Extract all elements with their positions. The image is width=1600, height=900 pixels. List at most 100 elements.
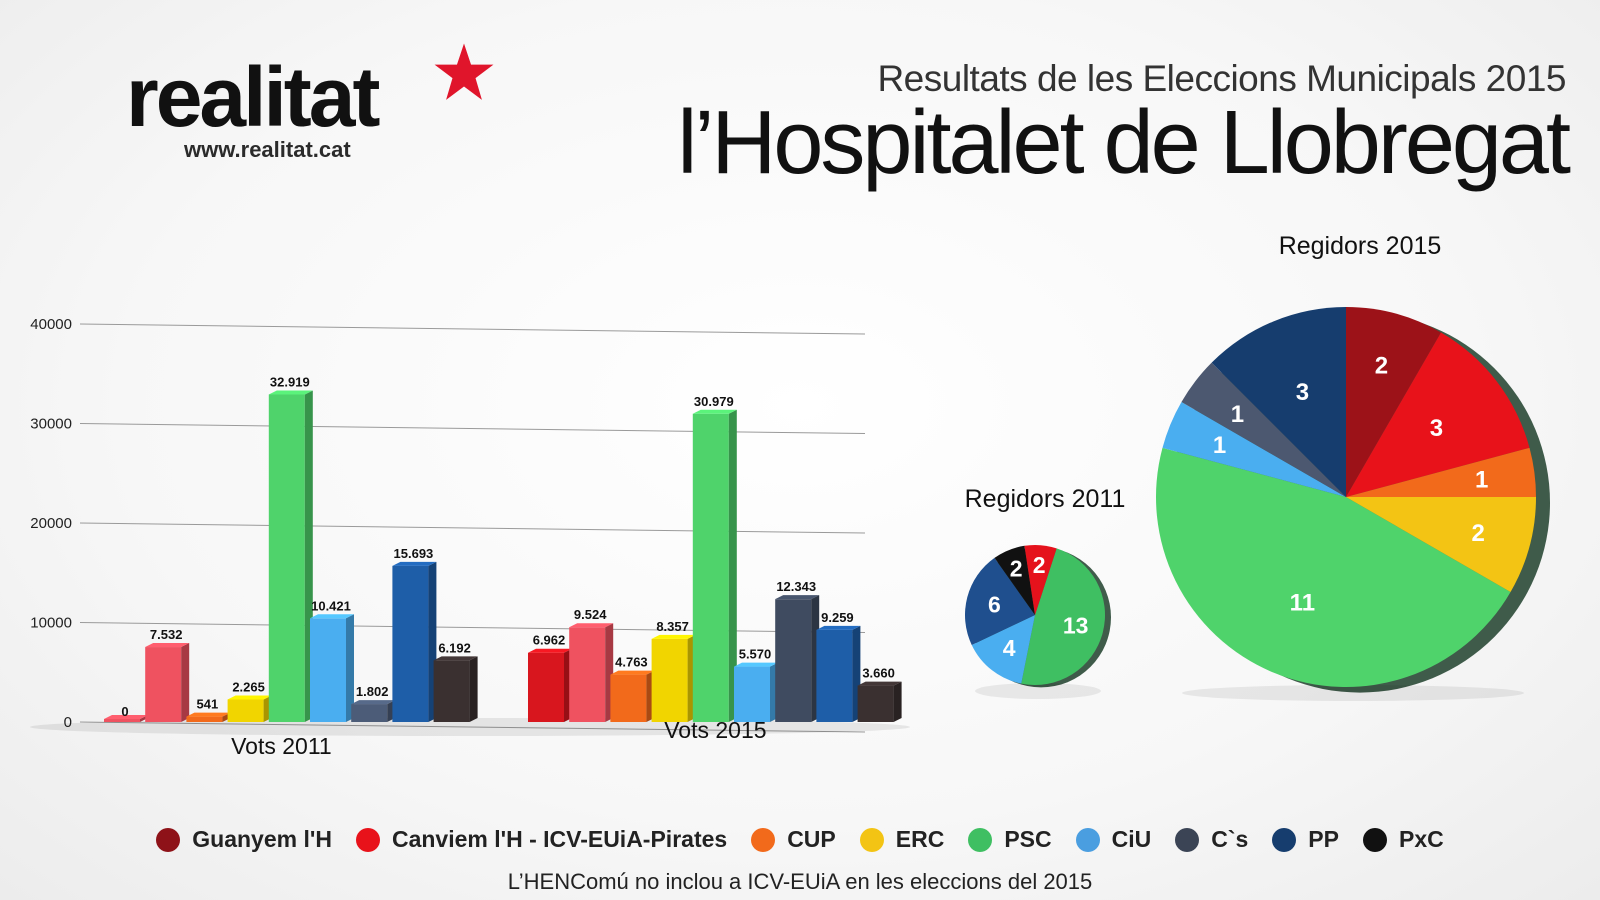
legend-swatch bbox=[1075, 827, 1100, 852]
pie-slice bbox=[1156, 447, 1511, 687]
legend-swatch bbox=[859, 827, 884, 852]
legend-label: C`s bbox=[1211, 826, 1249, 852]
gridline bbox=[79, 423, 866, 434]
gridline bbox=[79, 622, 866, 633]
legend-swatch bbox=[1272, 827, 1297, 852]
bar bbox=[775, 599, 812, 722]
legend-item: C`s bbox=[1175, 826, 1248, 853]
pie-slice-label: 3 bbox=[1296, 379, 1309, 406]
bar-value-label: 0 bbox=[121, 704, 128, 719]
bar-side bbox=[469, 656, 478, 722]
bar-top bbox=[145, 643, 190, 648]
x-group-label: Vots 2011 bbox=[231, 733, 332, 759]
gridline bbox=[79, 522, 866, 534]
legend-swatch bbox=[156, 827, 181, 852]
bar-value-label: 8.357 bbox=[656, 619, 689, 634]
brand-name: realitat bbox=[126, 50, 380, 144]
bar-top bbox=[775, 595, 820, 600]
pie-slice bbox=[1162, 402, 1346, 497]
bar bbox=[734, 666, 770, 722]
bar-value-label: 6.962 bbox=[533, 633, 566, 648]
pie-slice bbox=[1181, 362, 1346, 497]
star-shape bbox=[434, 43, 494, 100]
bar-side bbox=[181, 643, 190, 722]
bar-value-label: 541 bbox=[197, 697, 219, 712]
y-tick-label: 10000 bbox=[30, 615, 72, 632]
bar bbox=[433, 660, 470, 722]
pie-slice bbox=[1211, 307, 1346, 497]
bar bbox=[268, 394, 305, 722]
bar-value-label: 3.660 bbox=[862, 666, 895, 681]
pie-slice-label: 2 bbox=[1471, 520, 1484, 547]
bar-top bbox=[651, 634, 696, 639]
charts-canvas: 0 10000 20000 30000 40000 0 7.532 541 2.265 32.91… bbox=[30, 232, 1550, 759]
pie-slice bbox=[971, 615, 1035, 684]
legend-swatch bbox=[968, 827, 993, 852]
pie-slice-label: 11 bbox=[1290, 590, 1315, 617]
pie-slice-label: 1 bbox=[1475, 467, 1488, 494]
legend: Guanyem l'H Canviem l'H - ICV-EUiA-Pirate… bbox=[0, 826, 1600, 853]
bar bbox=[692, 413, 729, 722]
y-tick-label: 40000 bbox=[30, 316, 72, 333]
bar-top bbox=[104, 715, 148, 719]
pie-slice-label: 2 bbox=[1375, 352, 1388, 379]
pie-slice bbox=[1021, 548, 1105, 685]
star-icon bbox=[434, 43, 494, 100]
bar-top bbox=[186, 712, 231, 717]
pie-slice-label: 1 bbox=[1231, 401, 1244, 428]
bar-value-label: 10.421 bbox=[311, 598, 351, 613]
bar bbox=[816, 629, 853, 722]
floor-shadow bbox=[30, 718, 910, 736]
legend-swatch bbox=[1175, 827, 1200, 852]
pie-slice bbox=[1346, 332, 1530, 497]
bar-top bbox=[351, 700, 396, 705]
legend-label: Guanyem l'H bbox=[192, 826, 332, 852]
legend-item: Canviem l'H - ICV-EUiA-Pirates bbox=[355, 826, 728, 853]
pie-slice-label: 6 bbox=[988, 591, 1001, 617]
bar bbox=[104, 719, 140, 722]
bar-top bbox=[857, 681, 902, 686]
bar-side bbox=[728, 409, 737, 722]
y-tick-label: 0 bbox=[64, 714, 72, 731]
bar-top bbox=[569, 623, 614, 628]
bar bbox=[145, 647, 182, 722]
bar-value-label: 1.802 bbox=[356, 684, 389, 699]
bar bbox=[857, 685, 894, 722]
bar-top bbox=[528, 648, 572, 653]
pie-slice bbox=[994, 545, 1035, 615]
pie-slice-label: 13 bbox=[1063, 613, 1089, 639]
bar-value-label: 12.343 bbox=[776, 579, 816, 594]
pie-slice-label: 2 bbox=[1010, 555, 1023, 581]
legend-swatch bbox=[355, 827, 380, 852]
bar-value-label: 6.192 bbox=[438, 640, 471, 655]
legend-label: PSC bbox=[1004, 826, 1052, 852]
legend-label: Canviem l'H - ICV-EUiA-Pirates bbox=[391, 826, 728, 852]
bar-value-label: 2.265 bbox=[232, 679, 265, 694]
x-group-label: Vots 2015 bbox=[664, 717, 766, 743]
bar bbox=[610, 674, 647, 722]
pie-shadow bbox=[1182, 685, 1524, 701]
bar-top bbox=[610, 670, 655, 675]
pie-slice-label: 2 bbox=[1033, 552, 1046, 578]
pie-slice bbox=[1346, 307, 1441, 497]
legend-item: PP bbox=[1272, 826, 1339, 853]
footnote: L’HENComú no inclou a ICV-EUiA en les el… bbox=[507, 869, 1093, 894]
bar-side bbox=[893, 681, 902, 722]
bar bbox=[569, 627, 606, 722]
bar-top bbox=[433, 656, 478, 661]
bar-value-label: 9.259 bbox=[821, 610, 854, 625]
legend-item: ERC bbox=[859, 826, 944, 853]
bar bbox=[186, 716, 223, 722]
legend-label: PP bbox=[1308, 826, 1339, 852]
bar-top bbox=[268, 390, 313, 395]
legend-label: PxC bbox=[1398, 826, 1444, 852]
pie-slice bbox=[1024, 544, 1057, 615]
bar-value-label: 9.524 bbox=[574, 607, 607, 622]
bar-top bbox=[392, 561, 437, 566]
legend-swatch bbox=[751, 827, 776, 852]
pie-slice-label: 4 bbox=[1003, 635, 1016, 661]
legend-item: CiU bbox=[1075, 826, 1151, 853]
pie-slice bbox=[965, 557, 1035, 645]
